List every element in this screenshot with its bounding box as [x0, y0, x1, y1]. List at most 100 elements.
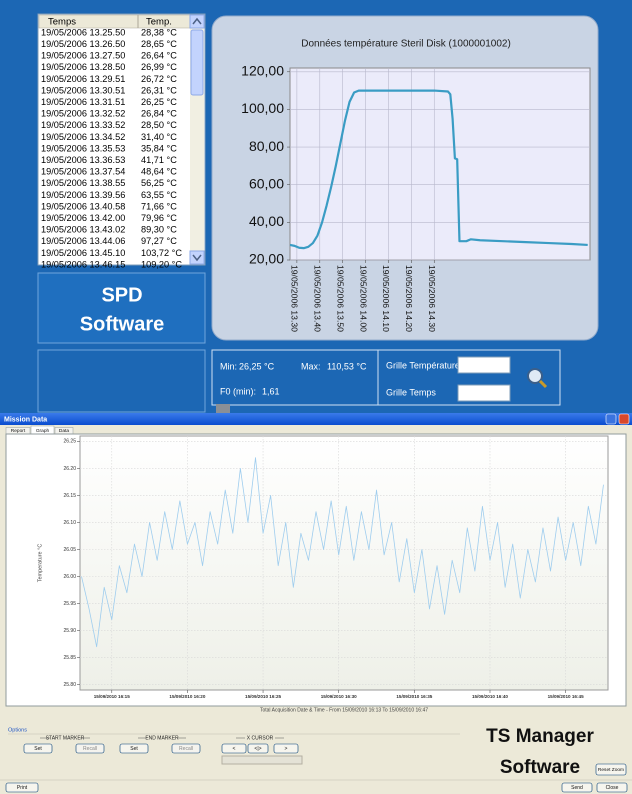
option-button[interactable] [119, 743, 149, 754]
print-icon[interactable] [216, 404, 230, 413]
stat-label: Max: [301, 361, 321, 371]
button-label: Reset Zoom [598, 767, 624, 773]
table-cell: 19/05/2006 13.34.52 [41, 132, 125, 142]
option-button[interactable] [171, 743, 201, 754]
data-table [37, 13, 206, 266]
table-cell: 41,71 °C [141, 155, 177, 165]
table-cell: 35,84 °C [141, 143, 177, 153]
data-line [289, 89, 588, 250]
header-cell: Temps [48, 17, 76, 28]
x-tick-label: 19/05/2006 13.50 [335, 265, 345, 332]
close-button[interactable] [596, 782, 628, 793]
table-cell: 19/05/2006 13.36.53 [41, 155, 125, 165]
field-label: Grille Température [386, 360, 460, 370]
tab-label: Report [11, 428, 26, 434]
y-tick-label: 25.85 [63, 655, 76, 661]
group-label: END MARKER [145, 735, 179, 741]
table-cell: 97,27 °C [141, 236, 177, 246]
y-tick-label: 60,00 [249, 175, 284, 191]
table-cell: 103,72 °C [141, 248, 182, 258]
y-tick-label: 26.20 [63, 466, 76, 472]
table-cell: 26,72 °C [141, 74, 177, 84]
data-line [81, 457, 604, 648]
x-axis-title: Total Acquisition Date & Time - From 15/… [260, 707, 428, 713]
zoom-button[interactable] [527, 368, 548, 389]
table-cell: 79,96 °C [141, 213, 177, 223]
group-label: X CURSOR [247, 735, 274, 741]
table-cell: 19/05/2006 13.25.50 [41, 27, 125, 37]
option-button[interactable] [75, 743, 105, 754]
table-cell: 109,20 °C [141, 259, 182, 269]
text-input[interactable] [457, 356, 511, 374]
app-label: SPD [101, 284, 142, 306]
minimize-button[interactable] [605, 413, 617, 425]
table-cell: 19/05/2006 13.32.52 [41, 109, 125, 119]
option-button[interactable] [247, 743, 269, 754]
y-tick-label: 25.95 [63, 601, 76, 607]
table-cell: 19/05/2006 13.38.55 [41, 178, 125, 188]
table-cell: 26,99 °C [141, 62, 177, 72]
y-tick-label: 25.90 [63, 628, 76, 634]
magnifier-icon [527, 368, 543, 384]
cursor-readout [221, 755, 303, 765]
magnifier-handle [538, 379, 548, 389]
option-button[interactable] [221, 743, 247, 754]
y-tick-label: 100,00 [241, 100, 284, 116]
option-button[interactable] [23, 743, 53, 754]
text-input[interactable] [457, 384, 511, 402]
y-tick-label: 25.80 [63, 682, 76, 688]
table-cell: 19/05/2006 13.37.54 [41, 167, 125, 177]
table-cell: 19/05/2006 13.28.50 [41, 62, 125, 72]
table-cell: 26,31 °C [141, 85, 177, 95]
x-tick-label: 15/09/2010 16:35 [396, 694, 432, 699]
app-label: Software [80, 313, 164, 335]
options-label: Options [8, 727, 27, 733]
button-label: Recall [179, 746, 193, 752]
arrow-icon [192, 17, 202, 25]
print-button[interactable] [5, 782, 39, 793]
tab-label: Data [59, 428, 69, 434]
stat-value: 1,61 [262, 386, 280, 396]
table-cell: 19/05/2006 13.26.50 [41, 39, 125, 49]
x-tick-label: 19/05/2006 14.30 [427, 265, 437, 332]
button-label: < [233, 746, 236, 752]
x-tick-label: 15/09/2010 16:45 [548, 694, 584, 699]
button-label: Set [130, 746, 138, 752]
table-cell: 19/05/2006 13.29.51 [41, 74, 125, 84]
table-cell: 19/05/2006 13.35.53 [41, 143, 125, 153]
button-label: <|> [254, 746, 261, 752]
table-cell: 48,64 °C [141, 167, 177, 177]
y-tick-label: 40,00 [249, 213, 284, 229]
table-cell: 19/05/2006 13.39.56 [41, 190, 125, 200]
reset-zoom-button[interactable] [595, 763, 627, 776]
send-button[interactable] [561, 782, 593, 793]
stat-label: F0 (min): [220, 386, 256, 396]
y-tick-label: 26.25 [63, 439, 76, 445]
table-cell: 19/05/2006 13.30.51 [41, 85, 125, 95]
scroll-down[interactable] [189, 250, 205, 265]
chart-title: Données température Steril Disk (1000001… [301, 39, 511, 50]
table-cell: 28,65 °C [141, 39, 177, 49]
button-label: Close [606, 785, 619, 791]
button-label: > [285, 746, 288, 752]
y-tick-label: 120,00 [241, 62, 284, 78]
scroll-up[interactable] [189, 14, 205, 29]
y-tick-label: 26.10 [63, 520, 76, 526]
table-cell: 56,25 °C [141, 178, 177, 188]
button-label: Set [34, 746, 42, 752]
app-label: Software [500, 757, 580, 778]
x-tick-label: 15/09/2010 16:40 [472, 694, 508, 699]
table-cell: 26,25 °C [141, 97, 177, 107]
table-cell: 26,84 °C [141, 109, 177, 119]
table-cell: 19/05/2006 13.45.10 [41, 248, 125, 258]
close-window-button[interactable] [618, 413, 630, 425]
y-tick-label: 20,00 [249, 251, 284, 267]
x-tick-label: 15/09/2010 16:15 [94, 694, 130, 699]
table-cell: 19/05/2006 13.31.51 [41, 97, 125, 107]
option-button[interactable] [273, 743, 299, 754]
table-cell: 63,55 °C [141, 190, 177, 200]
button-label: Send [571, 785, 583, 791]
spd-label-box [37, 272, 206, 344]
scroll-thumb[interactable] [190, 29, 204, 96]
app-label: TS Manager [486, 726, 594, 747]
